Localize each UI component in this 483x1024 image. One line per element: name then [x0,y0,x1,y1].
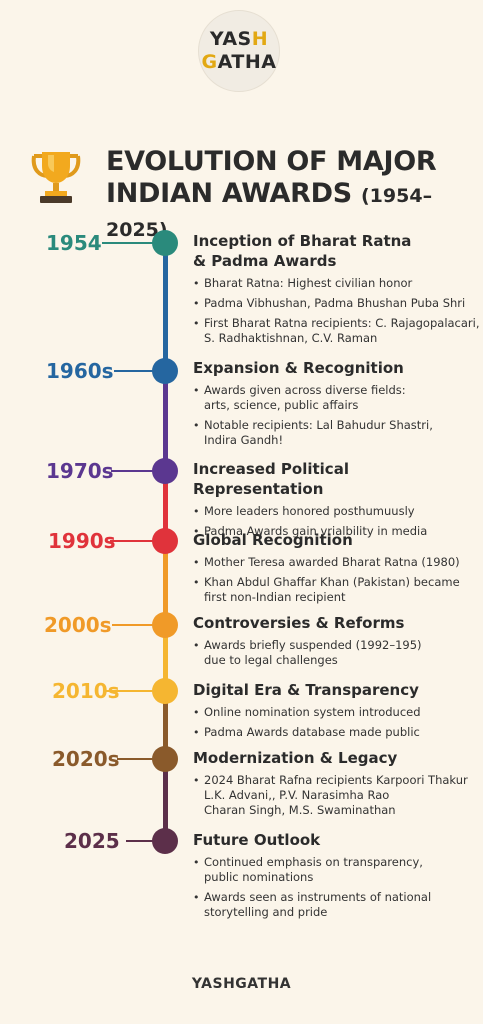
event-bullet: Padma Awards gain vrialbility in media [193,524,481,539]
event-bullet-list: More leaders honored posthumuusly Padma A… [193,504,481,539]
timeline-axis-segment [163,541,168,625]
timeline-year: 2020s [52,747,120,771]
event-title: Digital Era & Transparency [193,681,419,699]
yashgatha-logo: YASH GATHA [198,10,280,92]
event-bullet: Continued emphasis on transparency, publ… [193,855,481,885]
title-years: (1954–2025) [106,185,433,241]
timeline-dot [152,678,178,704]
event-bullet-list: 2024 Bharat Rafna recipients Karpoori Th… [193,773,481,818]
timeline-dot [152,230,178,256]
timeline-axis-segment [163,243,168,371]
event-title: Modernization & Legacy [193,749,398,767]
timeline-dot [152,458,178,484]
event-bullet: 2024 Bharat Rafna recipients Karpoori Th… [193,773,481,818]
timeline-event: Inception of Bharat Ratna & Padma Awards… [193,231,481,351]
timeline-connector [102,242,158,244]
event-title: Global Recognition [193,531,353,549]
event-bullet: Bharat Ratna: Highest civilian honor [193,276,481,291]
event-title: Expansion & Recognition [193,359,404,377]
event-bullet: Notable recipients: Lal Bahudur Shastri,… [193,418,481,448]
timeline-event: Digital Era & Transparency Online nominat… [193,680,481,745]
timeline-connector [112,624,158,626]
timeline-axis-segment [163,691,168,759]
timeline-dot [152,358,178,384]
logo-text-accent: H [251,28,269,50]
timeline-axis-segment [163,625,168,691]
logo-text: YAS [209,28,252,50]
timeline-event: Modernization & Legacy 2024 Bharat Rafna … [193,748,481,823]
timeline-axis-segment [163,471,168,541]
title-line-2: INDIAN AWARDS (1954–2025) [106,178,476,246]
timeline-connector [105,690,158,692]
timeline-connector [111,470,158,472]
timeline-year: 2000s [44,613,112,637]
event-bullet-list: Bharat Ratna: Highest civilian honor Padm… [193,276,481,346]
timeline-event: Expansion & Recognition Awards given acro… [193,358,481,453]
timeline-event: Increased Political Representation More l… [193,459,481,544]
title-line-1: EVOLUTION OF MAJOR [106,146,437,177]
event-bullet: Mother Teresa awarded Bharat Ratna (1980… [193,555,481,570]
page-title: EVOLUTION OF MAJOR INDIAN AWARDS (1954–2… [106,146,476,246]
event-title: Controversies & Reforms [193,614,405,632]
event-bullet-list: Awards briefly suspended (1992–195) due … [193,638,481,668]
timeline-dot [152,528,178,554]
event-bullet-list: Mother Teresa awarded Bharat Ratna (1980… [193,555,481,605]
timeline-dot [152,828,178,854]
timeline-year: 1954 [46,231,102,255]
event-bullet: Padma Awards database made public [193,725,481,740]
event-bullet-list: Awards given across diverse fields: arts… [193,383,481,448]
event-bullet: First Bharat Ratna recipients: C. Rajago… [193,316,481,346]
event-bullet: Padma Vibhushan, Padma Bhushan Puba Shri [193,296,481,311]
event-bullet: Awards given across diverse fields: arts… [193,383,481,413]
timeline-dot [152,746,178,772]
timeline-axis-segment [163,371,168,471]
timeline-year: 1970s [46,459,114,483]
timeline-connector [126,840,158,842]
event-bullet: More leaders honored posthumuusly [193,504,481,519]
timeline-year: 1960s [46,359,114,383]
logo-text-accent: G [201,51,218,73]
logo-text: ATHA [217,51,277,73]
event-bullet: Khan Abdul Ghaffar Khan (Pakistan) becam… [193,575,481,605]
trophy-icon [31,152,81,203]
event-bullet: Online nomination system introduced [193,705,481,720]
logo-line-1: YASH [210,28,268,51]
event-title: Inception of Bharat Ratna & Padma Awards [193,232,412,270]
timeline-event: Future Outlook Continued emphasis on tran… [193,830,481,925]
timeline-year: 2010s [52,679,120,703]
event-bullet: Awards seen as instruments of national s… [193,890,481,920]
event-bullet: Awards briefly suspended (1992–195) due … [193,638,481,668]
timeline-year: 2025 [64,829,120,853]
timeline-event: Global Recognition Mother Teresa awarded … [193,530,481,610]
timeline-connector [117,758,158,760]
timeline-connector [110,540,158,542]
timeline-year: 1990s [48,529,116,553]
timeline-connector [114,370,158,372]
event-bullet-list: Online nomination system introduced Padma… [193,705,481,740]
event-title: Future Outlook [193,831,321,849]
timeline-event: Controversies & Reforms Awards briefly su… [193,613,481,673]
event-title: Increased Political Representation [193,460,349,498]
title-text: INDIAN AWARDS [106,178,352,209]
event-bullet-list: Continued emphasis on transparency, publ… [193,855,481,920]
timeline-dot [152,612,178,638]
timeline-axis-segment [163,759,168,841]
footer-brand: YASHGATHA [191,976,292,992]
logo-line-2: GATHA [202,51,277,74]
